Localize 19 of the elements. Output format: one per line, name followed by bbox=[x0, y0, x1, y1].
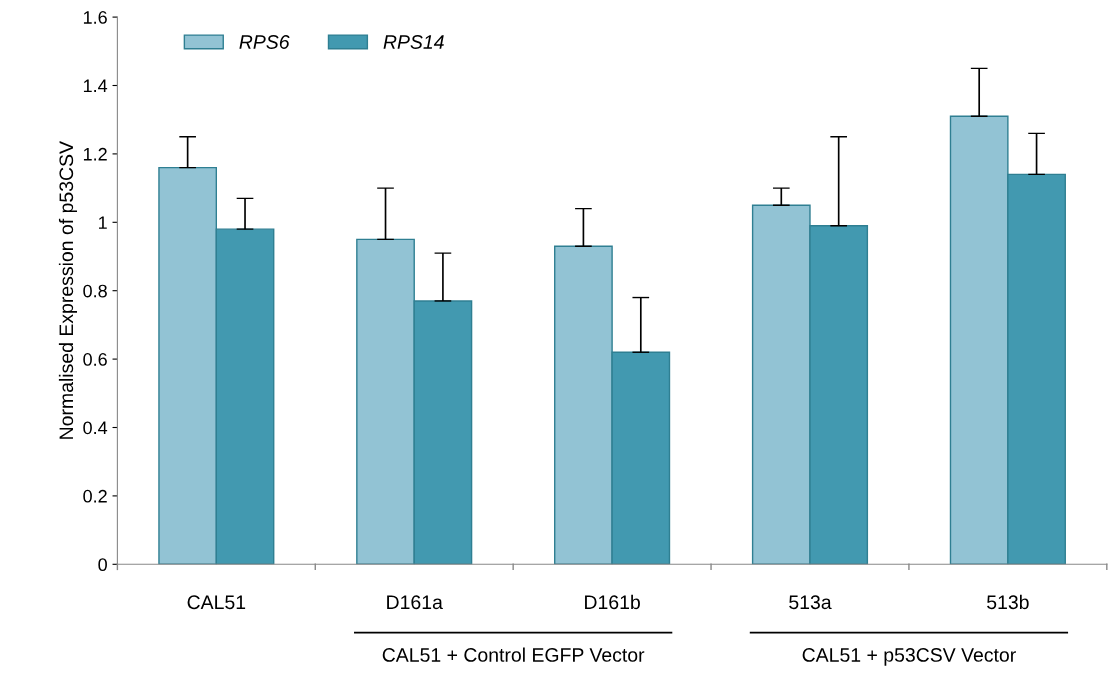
y-tick-label: 0.6 bbox=[83, 353, 107, 366]
y-tick-label: 0.4 bbox=[83, 421, 108, 435]
y-axis-title: Normalised Expression of p53CSV bbox=[58, 141, 78, 439]
legend-label: RPS6 bbox=[239, 35, 290, 49]
x-tick-label: 513b bbox=[987, 594, 1029, 610]
y-tick-label: 0.2 bbox=[83, 489, 107, 503]
y-tick-label: 0.8 bbox=[83, 284, 107, 298]
legend-label: RPS14 bbox=[383, 35, 444, 49]
text: CAL51 + Control EGFP Vector bbox=[382, 647, 645, 662]
y-tick-label: 1.6 bbox=[83, 11, 107, 24]
x-tick-label: D161a bbox=[387, 595, 443, 610]
x-tick-label: CAL51 bbox=[187, 595, 246, 610]
text: CAL51 + p53CSV Vector bbox=[802, 648, 1016, 666]
y-tick-label: 1.4 bbox=[83, 79, 108, 93]
y-tick-label: 1.2 bbox=[83, 147, 107, 161]
y-tick-label: 0 bbox=[98, 558, 107, 572]
x-tick-label: 513a bbox=[789, 595, 832, 610]
y-tick-label: 1 bbox=[99, 216, 107, 229]
x-tick-label: D161b bbox=[585, 594, 640, 610]
